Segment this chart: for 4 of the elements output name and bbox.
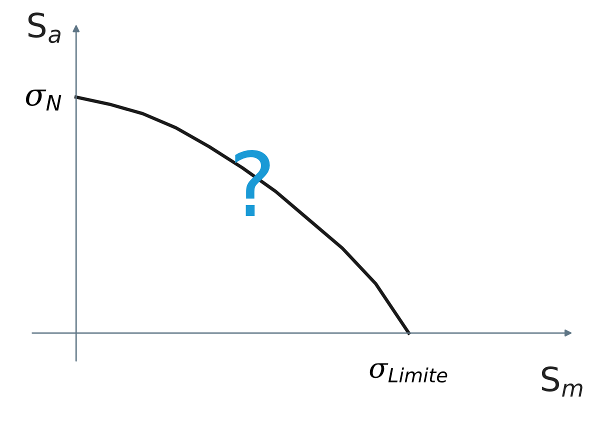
x-axis-title: S$_{m}$ [542,366,582,397]
text: σ$_{Limite}$ [370,363,448,383]
annotation: σ$_{N}$ [26,90,62,111]
y-axis-title: S$_{a}$ [28,12,60,44]
